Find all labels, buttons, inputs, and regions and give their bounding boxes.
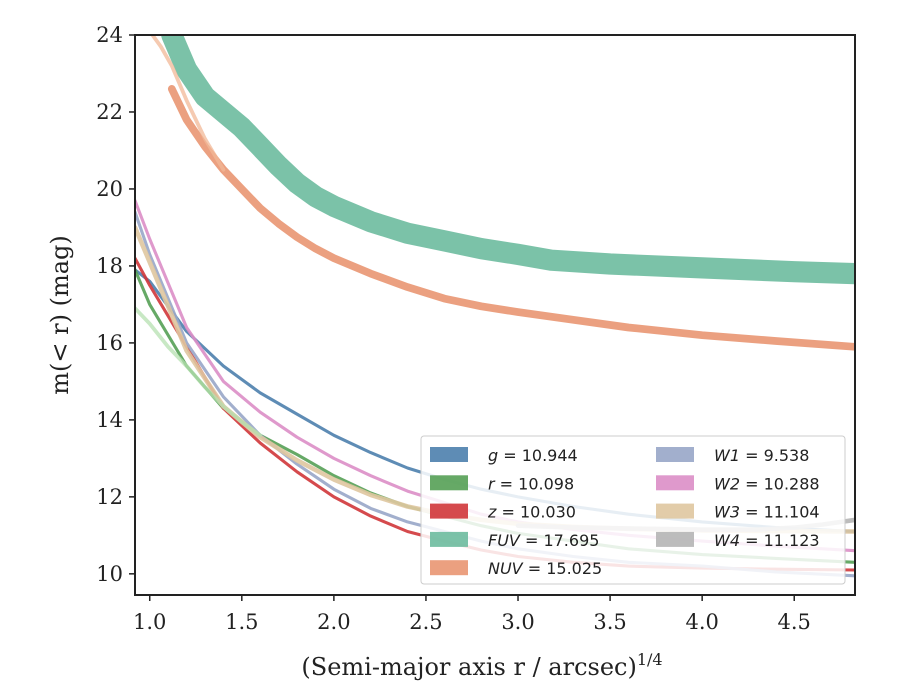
y-tick-label: 14 [96,408,123,432]
x-tick-label: 2.0 [317,610,350,634]
legend-label-w2: W2 = 10.288 [714,474,820,493]
legend-swatch-w2 [656,475,694,491]
series-faint-curve-9 [135,306,263,438]
legend-swatch-w3 [656,503,694,519]
legend-label-w1: W1 = 9.538 [714,446,809,465]
legend-label-w4: W4 = 11.123 [714,531,820,550]
y-tick-label: 24 [96,23,123,47]
legend-label-nuv: NUV = 15.025 [488,559,602,578]
y-tick-label: 20 [96,177,123,201]
plot-frame [134,34,856,596]
legend-label-fuv: FUV = 17.695 [488,531,599,550]
x-axis-label: (Semi-major axis r / arcsec)1/4 [301,650,662,681]
x-axis-label-exponent: 1/4 [637,650,663,669]
legend-swatch-w1 [656,447,694,462]
series-faint-curve-10 [150,35,226,172]
legend-label-r: r = 10.098 [488,474,574,493]
y-tick-label: 16 [96,331,123,355]
x-tick-label: 1.0 [133,610,166,634]
y-tick-label: 18 [96,254,123,278]
y-tick-label: 22 [96,100,123,124]
legend-swatch-nuv [430,560,468,576]
legend-frame [420,435,846,585]
x-tick-label: 4.0 [685,610,718,634]
x-tick-label: 2.5 [409,610,442,634]
legend-label-g: g = 10.944 [488,446,578,465]
legend-swatch-g [430,447,468,462]
x-tick-label: 1.5 [225,610,258,634]
legend-label-w3: W3 = 11.104 [714,503,820,522]
x-tick-label: 4.5 [778,610,811,634]
y-axis-ticks: 10 12 14 16 18 20 22 24 [96,23,135,586]
legend-label-z: z = 10.030 [487,503,576,522]
legend-swatch-w4 [656,531,694,547]
legend-swatch-r [430,475,468,491]
y-tick-label: 10 [96,562,123,586]
series-nuv-curve [167,85,855,351]
x-tick-label: 3.5 [593,610,626,634]
x-axis-ticks: 1.0 1.5 2.0 2.5 3.0 3.5 4.0 4.5 [133,595,811,634]
legend: g = 10.944 r = 10.098 z = 10.030 FUV = 17.6… [420,435,846,585]
legend-swatch-fuv [430,531,468,547]
y-tick-label: 12 [96,485,123,509]
x-tick-label: 3.0 [501,610,534,634]
legend-swatch-z [430,503,468,519]
series-fuv-curve [161,35,855,285]
y-axis-label: m(< r) (mag) [46,235,74,394]
